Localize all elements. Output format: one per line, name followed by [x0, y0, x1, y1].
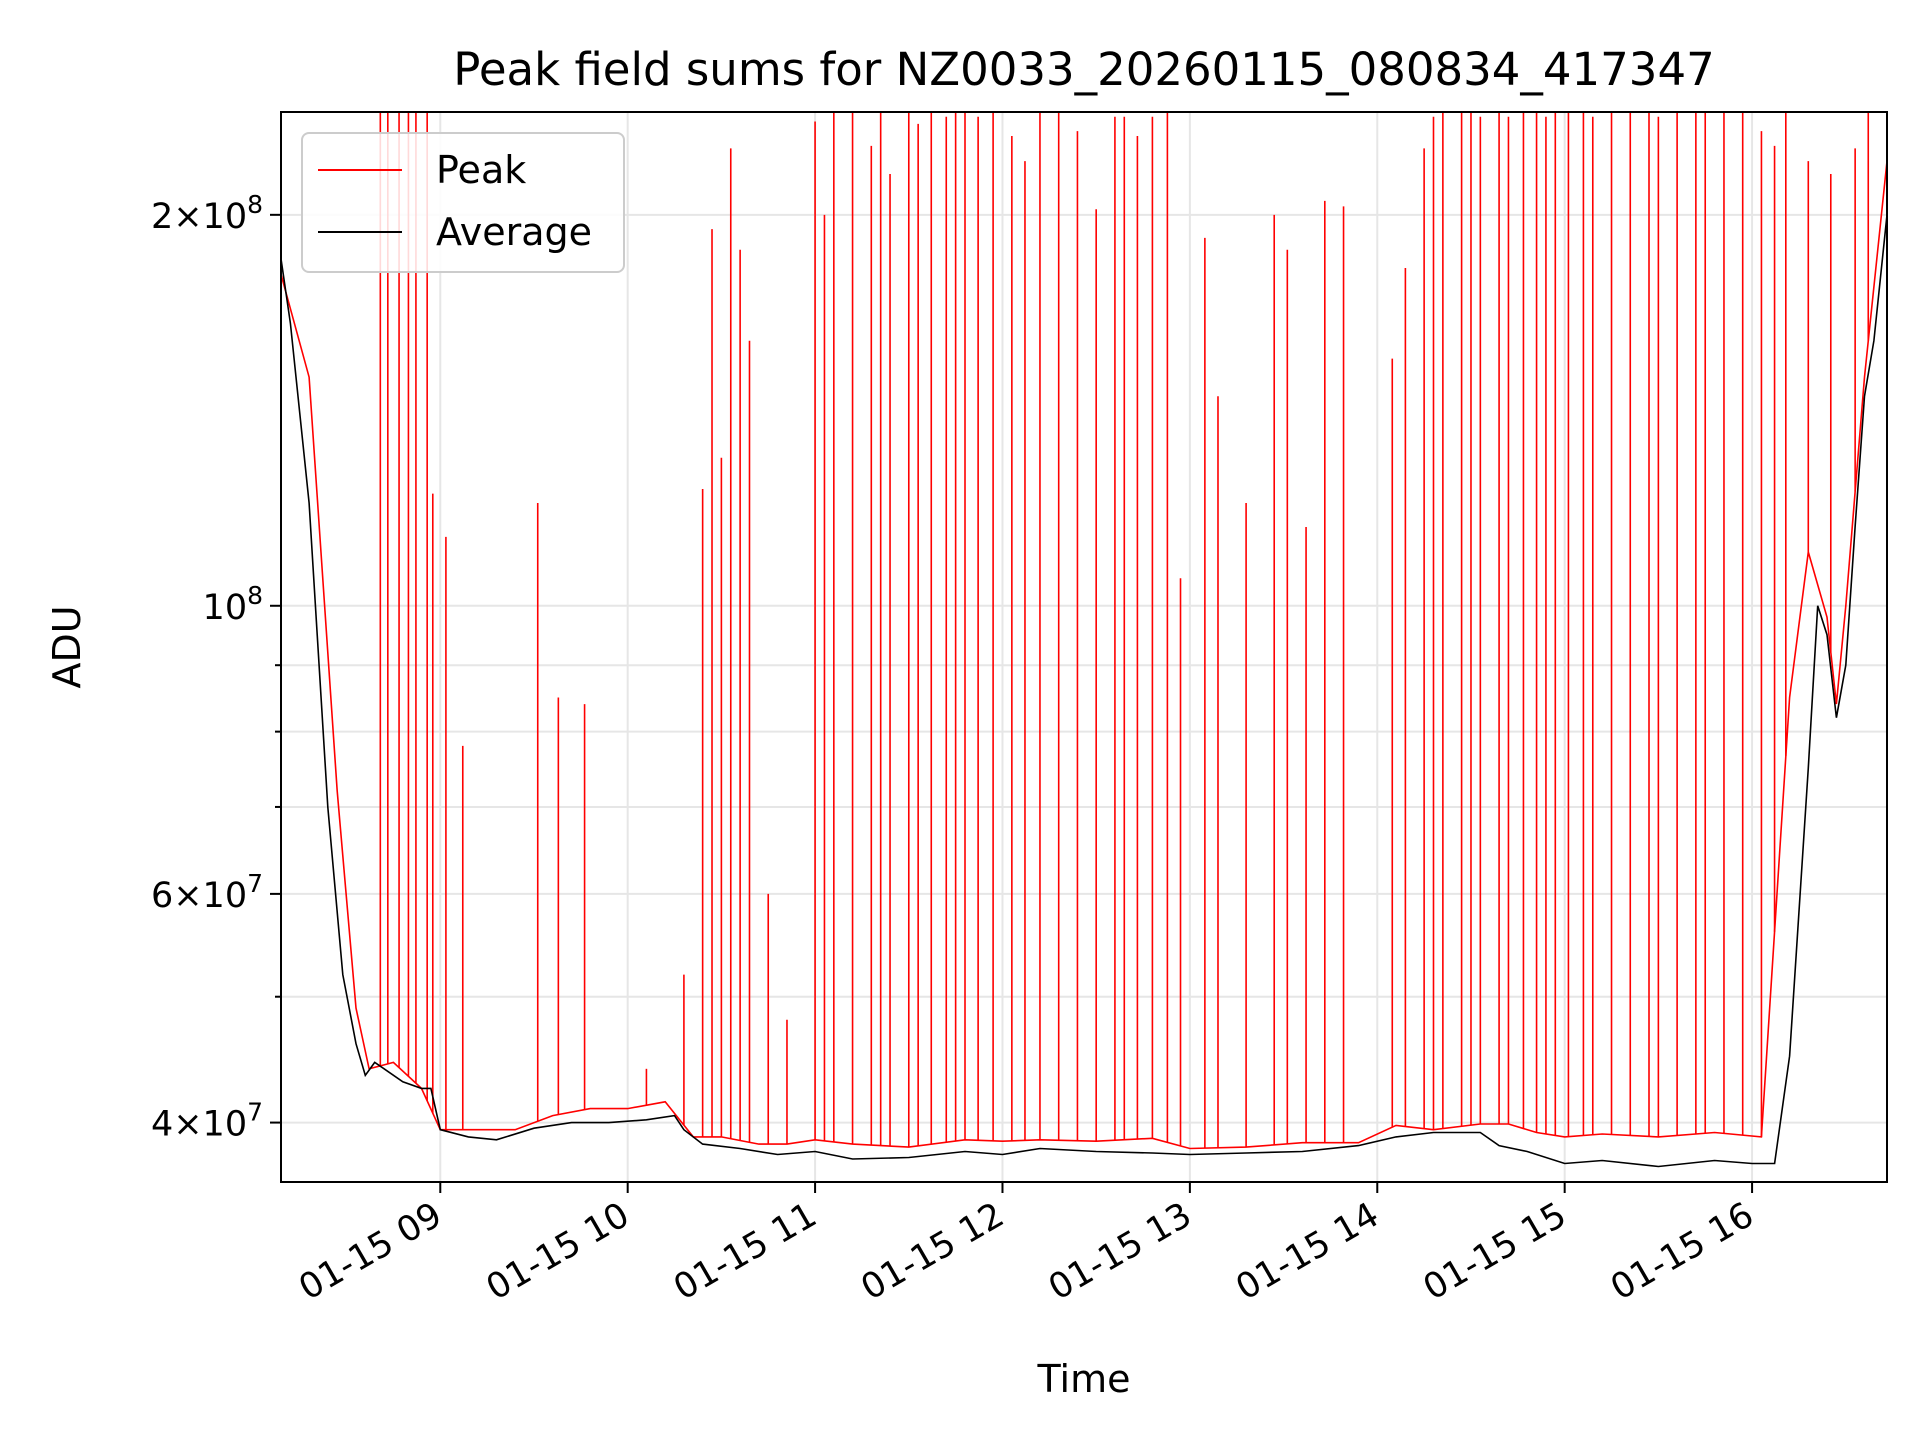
y-tick-label: 108 [203, 581, 263, 628]
legend-label-average: Average [436, 210, 592, 254]
legend-label-peak: Peak [436, 148, 526, 192]
x-axis-label: Time [1037, 1357, 1131, 1401]
legend-box [301, 132, 625, 273]
y-tick-label: 6×107 [151, 869, 263, 916]
plot-frame [280, 111, 1888, 1183]
y-tick-label: 4×107 [151, 1098, 263, 1145]
series-peak-baseline [281, 161, 1887, 1150]
series-average-line [281, 214, 1887, 1168]
chart-title: Peak field sums for NZ0033_20260115_0808… [453, 43, 1714, 96]
y-tick-label: 2×108 [151, 190, 263, 237]
legend: Peak Average [301, 132, 625, 273]
y-axis: 4×107 6×107 108 2×108 [151, 190, 281, 1145]
y-axis-label: ADU [45, 605, 89, 688]
